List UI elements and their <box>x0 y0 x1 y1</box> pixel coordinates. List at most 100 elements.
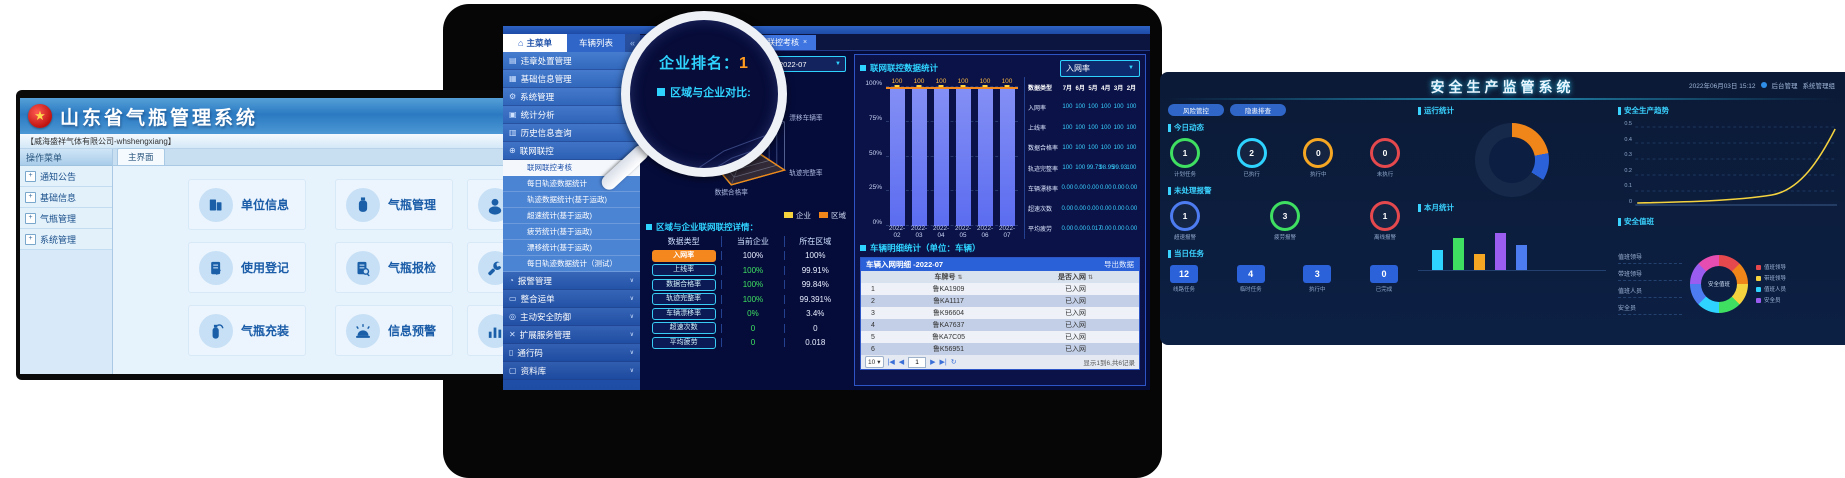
sidebar-item-通知公告[interactable]: + 通知公告 <box>20 166 112 187</box>
monthly-row-轨迹完整率: 轨迹完整率 100 100 99.73 98.95 99.93 100 <box>1028 158 1140 178</box>
bar: 100 <box>889 78 905 226</box>
prev-page-button[interactable]: ◀ <box>898 359 905 366</box>
menu-item-历史信息查询[interactable]: ▥历史信息查询∨ <box>503 124 640 142</box>
tile-chart-icon[interactable] <box>467 305 505 356</box>
duty-legend-label: 安全员 <box>1764 298 1781 304</box>
sidebar-item-系统管理[interactable]: + 系统管理 <box>20 229 112 250</box>
month-bar <box>1453 237 1464 270</box>
tab-main-menu[interactable]: ⌂ 主菜单 <box>503 34 567 52</box>
page-number-input[interactable] <box>908 356 927 368</box>
vehicle-row-鲁KA1117[interactable]: 2 鲁KA1117 已入网 <box>861 295 1139 307</box>
submenu-item-疲劳统计(基于运政)[interactable]: 疲劳统计(基于运政) <box>503 224 640 240</box>
menu-item-整合运单[interactable]: ▭ 整合运单 ∨ <box>503 290 640 308</box>
submenu-item-漂移统计(基于运政)[interactable]: 漂移统计(基于运政) <box>503 240 640 256</box>
vehicle-row-鲁KA1909[interactable]: 1 鲁KA1909 已入网 <box>861 283 1139 295</box>
sort-icon[interactable]: ⇅ <box>957 275 963 281</box>
metric-pill-超速次数[interactable]: 超速次数 <box>651 322 716 335</box>
tile-使用登记[interactable]: 使用登记 <box>188 242 306 293</box>
menu-item-报警管理[interactable]: ◔ 报警管理 ∨ <box>503 272 640 290</box>
sidebar-item-气瓶管理[interactable]: + 气瓶管理 <box>20 208 112 229</box>
monthly-bar-chart: 0% 25% 50% 75% 100% 100 100 100 100 100 100 2022-02… <box>860 77 1024 239</box>
monthly-stats-table: 数据类型 7月 6月 5月 4月 3月 2月 入网率 100 100 100 100 100 100 上线率… <box>1024 77 1140 239</box>
task-value: 12 <box>1170 265 1198 283</box>
admin-link[interactable]: 后台管理 <box>1771 83 1798 90</box>
run-status-donut-chart <box>1475 123 1549 197</box>
gridline <box>886 120 1018 122</box>
menu-item-label: 通行码 <box>517 347 543 358</box>
tile-气瓶管理[interactable]: 气瓶管理 <box>335 179 453 230</box>
barchart-section-title: 联网联控数据统计 <box>870 63 939 73</box>
submenu-item-联网联控考核[interactable]: 联网联控考核 <box>503 160 640 176</box>
tile-person-icon[interactable] <box>467 179 505 230</box>
sidebar-item-label: 系统管理 <box>40 234 77 245</box>
close-icon[interactable]: × <box>803 39 808 46</box>
metric-pill-轨迹完整率[interactable]: 轨迹完整率 <box>651 293 716 306</box>
menu-item-通行码[interactable]: ▯ 通行码 ∨ <box>503 344 640 362</box>
detail-section-title: 区域与企业联网联控详情： <box>656 222 759 232</box>
vehicle-row-鲁K56951[interactable]: 6 鲁K56951 已入网 <box>861 343 1139 355</box>
bar: 100 <box>977 78 993 226</box>
pill-button-风险管控[interactable]: 风险管控 <box>1168 104 1224 116</box>
sort-icon[interactable]: ⇅ <box>1087 275 1093 281</box>
tile-单位信息[interactable]: 单位信息 <box>188 179 306 230</box>
metric-select[interactable]: 入网率 ▼ <box>1060 59 1140 77</box>
chevron-down-icon: ∨ <box>629 332 634 338</box>
menu-item-系统管理[interactable]: ⚙ 系统管理 <box>503 88 640 106</box>
tile-信息预警[interactable]: 信息预警 <box>335 305 453 356</box>
refresh-button[interactable]: ↻ <box>950 359 957 366</box>
plate-column-header[interactable]: 车牌号 ⇅ <box>934 274 963 281</box>
menu-item-统计分析[interactable]: ▣统计分析∨ <box>503 106 640 124</box>
export-data-button[interactable]: 导出数据 <box>1104 260 1134 269</box>
tile-气瓶充装[interactable]: 气瓶充装 <box>188 305 306 356</box>
menu-item-label: 基础信息管理 <box>520 73 572 84</box>
bar-value-label: 100 <box>913 78 925 85</box>
stat-超速报警: 1 超速报警 <box>1170 201 1200 241</box>
menu-item-label: 联网联控 <box>519 145 554 156</box>
menu-item-主动安全防御[interactable]: ◎ 主动安全防御 ∨ <box>503 308 640 326</box>
menu-item-扩展服务管理[interactable]: ✕ 扩展服务管理 ∨ <box>503 326 640 344</box>
folder-icon: ▢ <box>509 366 517 375</box>
y-axis-label: 50% <box>868 149 882 157</box>
vehicle-row-鲁KA7637[interactable]: 4 鲁KA7637 已入网 <box>861 319 1139 331</box>
metric-pill-车辆漂移率[interactable]: 车辆漂移率 <box>651 307 716 320</box>
sidebar-item-基础信息[interactable]: + 基础信息 <box>20 187 112 208</box>
next-page-button[interactable]: ▶ <box>930 359 936 366</box>
monthly-row-平均疲劳: 平均疲劳 0.00 0.00 0.017 0.00 0.00 0.00 <box>1028 219 1140 239</box>
month-bar <box>1495 232 1506 270</box>
vehicle-row-鲁K96604[interactable]: 3 鲁K96604 已入网 <box>861 307 1139 319</box>
pill-button-隐患排查[interactable]: 隐患排查 <box>1230 104 1286 116</box>
person-icon <box>478 187 505 222</box>
page-size-select[interactable]: 10 ▾ <box>865 356 884 368</box>
region-value: 0 <box>783 323 846 333</box>
menu-item-资料库[interactable]: ▢ 资料库 ∨ <box>503 362 640 380</box>
tile-wrench-icon[interactable] <box>467 242 505 293</box>
table-pagination: 10▾ |◀ ◀ ▶ ▶| ↻ 显示1到6,共6记录 <box>861 355 1139 369</box>
monthly-cell: 100 <box>1062 104 1073 111</box>
submenu-item-轨迹数据统计(基于运政)[interactable]: 轨迹数据统计(基于运政) <box>503 192 640 208</box>
metric-pill-入网率[interactable]: 入网率 <box>651 249 716 262</box>
menu-item-基础信息管理[interactable]: ▦基础信息管理∨ <box>503 70 640 88</box>
menu-item-label: 违章处置管理 <box>520 55 572 66</box>
query-date-select[interactable]: 2022-07 ▼ <box>774 56 846 72</box>
submenu-item-每日轨迹数据统计（测试）[interactable]: 每日轨迹数据统计（测试） <box>503 256 640 272</box>
submenu-item-超速统计(基于运政)[interactable]: 超速统计(基于运政) <box>503 208 640 224</box>
first-page-button[interactable]: |◀ <box>887 359 895 366</box>
last-page-button[interactable]: ▶| <box>939 359 947 366</box>
menu-item-label: 整合运单 <box>520 293 555 304</box>
status-column-header[interactable]: 是否入网 ⇅ <box>1058 274 1093 281</box>
menu-item-联网联控[interactable]: ⊕ 联网联控 <box>503 142 640 160</box>
monthly-cell: 0.00 <box>1061 205 1074 212</box>
expand-icon: ✕ <box>509 330 516 339</box>
metric-pill-上线率[interactable]: 上线率 <box>651 264 716 277</box>
metric-pill-数据合格率[interactable]: 数据合格率 <box>651 278 716 291</box>
row-index: 4 <box>871 321 875 329</box>
month-bar <box>1474 254 1485 270</box>
menu-item-违章处置管理[interactable]: ▤违章处置管理∨ <box>503 52 640 70</box>
tab-main-view[interactable]: 主界面 <box>117 148 165 165</box>
vehicle-row-鲁KA7C05[interactable]: 5 鲁KA7C05 已入网 <box>861 331 1139 343</box>
tab-vehicle-list[interactable]: 车辆列表 <box>567 34 625 52</box>
task-stat-临时任务: 4 临时任务 <box>1236 265 1265 293</box>
tile-气瓶报检[interactable]: 气瓶报检 <box>335 242 453 293</box>
role-link[interactable]: 系统管理组 <box>1802 83 1836 90</box>
metric-pill-平均疲劳[interactable]: 平均疲劳 <box>651 336 716 349</box>
